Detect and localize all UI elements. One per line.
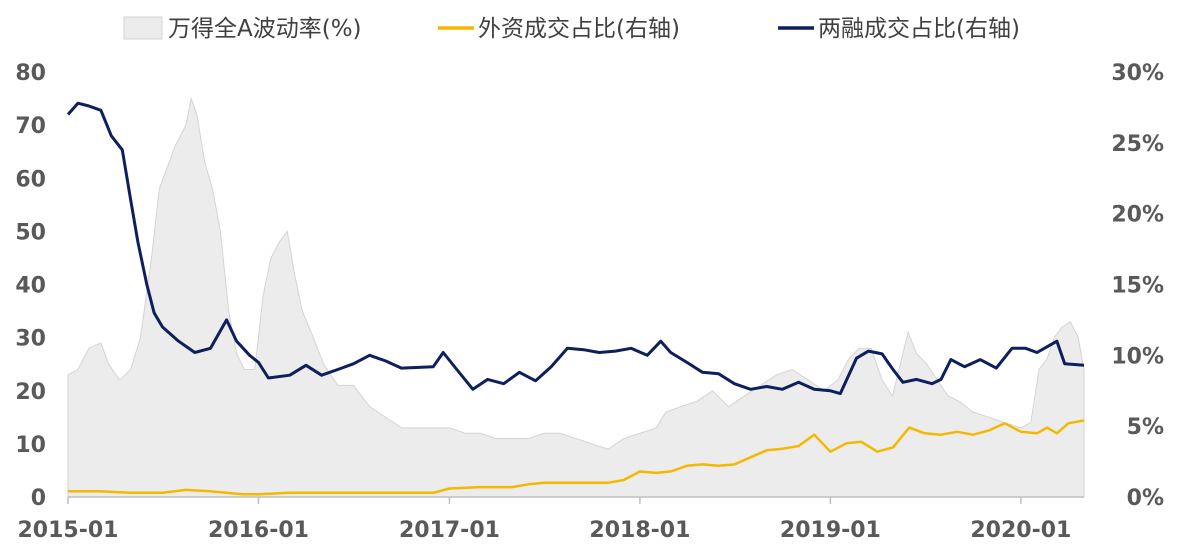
x-tick-label: 2019-01	[780, 518, 881, 543]
y-left-tick-label: 0	[31, 486, 46, 511]
legend-swatch-area	[123, 16, 163, 40]
x-tick-label: 2020-01	[970, 518, 1071, 543]
y-left-tick-label: 70	[15, 114, 46, 139]
series-line-foreign	[68, 419, 1085, 496]
x-tick-label: 2016-01	[208, 518, 309, 543]
series-line-margin	[66, 101, 1085, 396]
legend-label: 两融成交占比(右轴)	[818, 16, 1020, 42]
y-right-ticks: 0% 5% 10% 15% 20% 25% 30%	[1111, 61, 1164, 511]
x-tick-label: 2015-01	[18, 518, 119, 543]
y-left-tick-label: 50	[15, 220, 46, 245]
y-right-tick-label: 5%	[1127, 415, 1164, 440]
x-ticks: 2015-01 2016-01 2017-01 2018-01 2019-01 2020-…	[18, 497, 1071, 543]
y-right-tick-label: 25%	[1111, 132, 1164, 157]
area-layer	[67, 96, 1085, 498]
axis-layer: 2015-01 2016-01 2017-01 2018-01 2019-01 2020-…	[15, 61, 1164, 543]
x-tick-label: 2017-01	[399, 518, 500, 543]
legend-label: 外资成交占比(右轴)	[478, 16, 680, 42]
y-left-ticks: 0 10 20 30 40 50 60 70 80	[15, 61, 46, 511]
y-right-tick-label: 0%	[1127, 486, 1164, 511]
legend-label: 万得全A波动率(%)	[168, 16, 362, 42]
y-left-tick-label: 60	[15, 167, 46, 192]
y-right-tick-label: 10%	[1111, 344, 1164, 369]
y-right-tick-label: 20%	[1111, 203, 1164, 228]
y-right-tick-label: 15%	[1111, 274, 1164, 299]
x-tick-label: 2018-01	[589, 518, 690, 543]
series-area-volatility	[67, 96, 1085, 498]
y-left-tick-label: 80	[15, 61, 46, 86]
legend: 万得全A波动率(%) 外资成交占比(右轴) 两融成交占比(右轴)	[123, 16, 1020, 42]
y-left-tick-label: 20	[15, 380, 46, 405]
y-right-tick-label: 30%	[1111, 61, 1164, 86]
y-left-tick-label: 40	[15, 274, 46, 299]
y-left-tick-label: 10	[15, 433, 46, 458]
y-left-tick-label: 30	[15, 327, 46, 352]
line-layer	[66, 101, 1085, 496]
